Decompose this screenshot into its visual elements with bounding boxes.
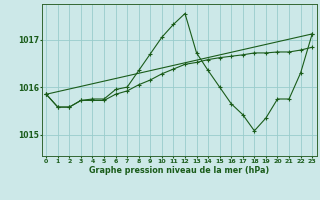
X-axis label: Graphe pression niveau de la mer (hPa): Graphe pression niveau de la mer (hPa) [89, 166, 269, 175]
